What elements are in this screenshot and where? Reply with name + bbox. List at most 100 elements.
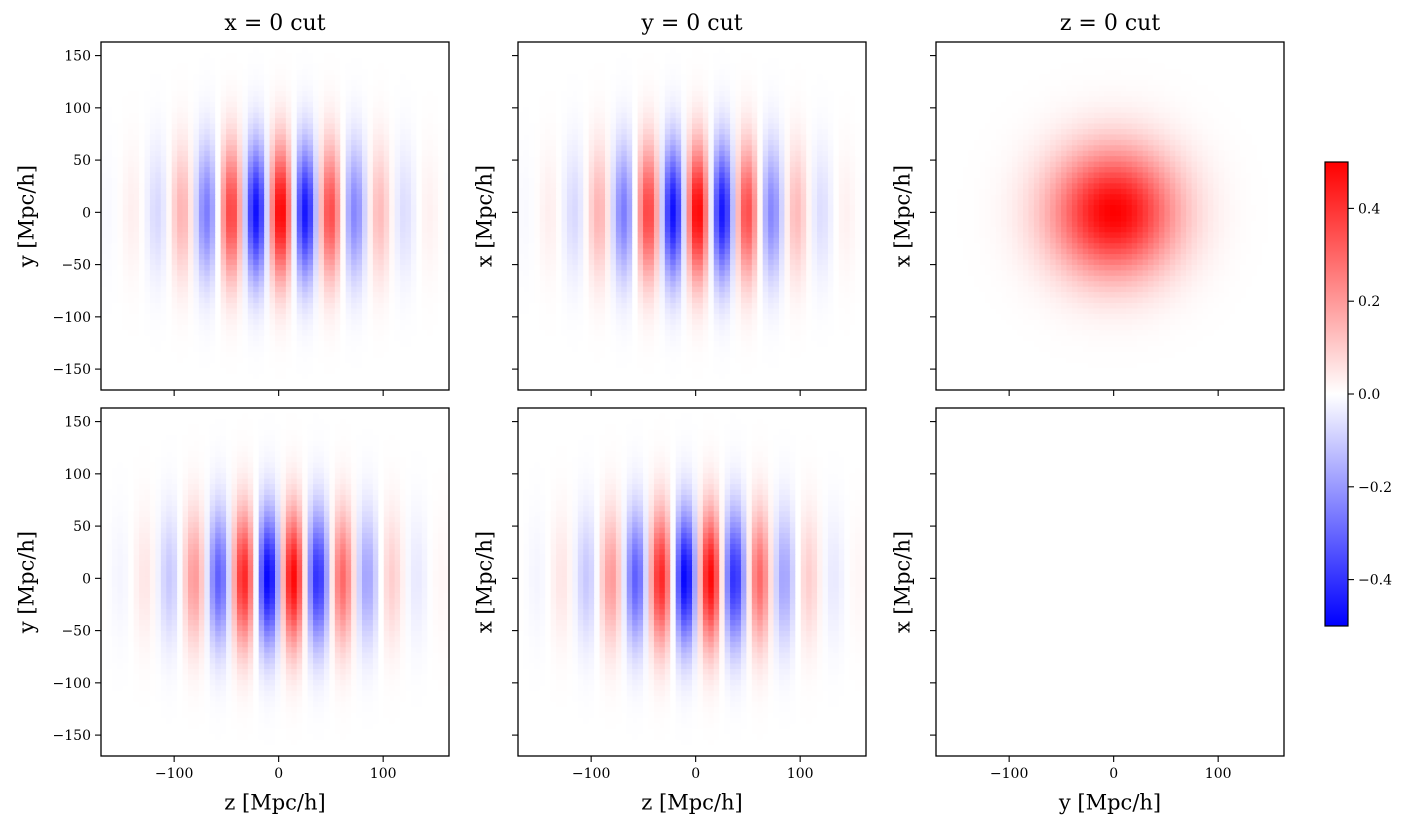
heatmap-cell	[188, 145, 194, 151]
heatmap-cell	[400, 75, 406, 81]
heatmap-cell	[226, 96, 232, 102]
heatmap-cell	[291, 64, 297, 70]
heatmap-cell	[406, 80, 412, 86]
heatmap-cell	[346, 102, 352, 108]
heatmap-cell	[155, 178, 161, 184]
heatmap-cell	[411, 124, 417, 130]
heatmap-cell	[427, 47, 433, 53]
heatmap-cell	[248, 134, 254, 140]
heatmap-cell	[427, 42, 433, 48]
heatmap-cell	[155, 96, 161, 102]
heatmap-cell	[232, 42, 238, 48]
heatmap-cell	[242, 80, 248, 86]
heatmap-cell	[313, 80, 319, 86]
heatmap-cell	[373, 107, 379, 113]
heatmap-cell	[183, 156, 189, 162]
heatmap-cell	[106, 145, 112, 151]
heatmap-cell	[259, 118, 265, 124]
heatmap-cell	[351, 151, 357, 157]
heatmap-cell	[161, 64, 167, 70]
heatmap-cell	[297, 178, 303, 184]
heatmap-cell	[248, 80, 254, 86]
heatmap-cell	[134, 58, 140, 64]
heatmap-cell	[280, 134, 286, 140]
heatmap-cell	[286, 145, 292, 151]
heatmap-cell	[161, 151, 167, 157]
heatmap-cell	[367, 183, 373, 189]
heatmap-cell	[145, 162, 151, 168]
heatmap-cell	[139, 178, 145, 184]
heatmap-cell	[340, 183, 346, 189]
heatmap-cell	[275, 75, 281, 81]
heatmap-cell	[302, 151, 308, 157]
heatmap-cell	[373, 86, 379, 92]
heatmap-cell	[106, 113, 112, 119]
heatmap-cell	[302, 178, 308, 184]
heatmap-cell	[422, 69, 428, 75]
heatmap-cell	[275, 167, 281, 173]
heatmap-cell	[128, 189, 134, 195]
heatmap-cell	[384, 156, 390, 162]
heatmap-cell	[139, 140, 145, 146]
heatmap-cell	[373, 42, 379, 48]
heatmap-cell	[297, 53, 303, 59]
heatmap-cell	[177, 91, 183, 97]
heatmap-cell	[221, 151, 227, 157]
heatmap-cell	[134, 69, 140, 75]
heatmap-cell	[237, 42, 243, 48]
heatmap-cell	[183, 162, 189, 168]
heatmap-cell	[150, 75, 156, 81]
heatmap-cell	[199, 156, 205, 162]
heatmap-cell	[117, 156, 123, 162]
heatmap-cell	[367, 80, 373, 86]
heatmap-cell	[319, 162, 325, 168]
heatmap-cell	[395, 47, 401, 53]
heatmap-cell	[204, 129, 210, 135]
heatmap-cell	[199, 189, 205, 195]
heatmap-cell	[248, 156, 254, 162]
heatmap-cell	[351, 96, 357, 102]
heatmap-cell	[210, 189, 216, 195]
heatmap-cell	[232, 102, 238, 108]
heatmap-cell	[204, 156, 210, 162]
heatmap-cell	[308, 140, 314, 146]
heatmap-cell	[139, 113, 145, 119]
heatmap-cell	[204, 47, 210, 53]
heatmap-cell	[112, 75, 118, 81]
heatmap-cell	[150, 173, 156, 179]
heatmap-cell	[150, 183, 156, 189]
heatmap-cell	[123, 183, 129, 189]
heatmap-cell	[253, 91, 259, 97]
heatmap-cell	[291, 178, 297, 184]
heatmap-cell	[357, 118, 363, 124]
heatmap-cell	[433, 53, 439, 59]
heatmap-cell	[145, 80, 151, 86]
heatmap-cell	[433, 145, 439, 151]
heatmap-cell	[145, 75, 151, 81]
heatmap-cell	[128, 129, 134, 135]
heatmap-cell	[270, 140, 276, 146]
heatmap-cell	[237, 189, 243, 195]
heatmap-cell	[378, 178, 384, 184]
heatmap-cell	[384, 96, 390, 102]
heatmap-cell	[188, 124, 194, 130]
heatmap-cell	[395, 91, 401, 97]
heatmap-cell	[128, 124, 134, 130]
heatmap-cell	[253, 58, 259, 64]
heatmap-cell	[280, 107, 286, 113]
heatmap-cell	[395, 80, 401, 86]
heatmap-cell	[280, 64, 286, 70]
heatmap-cell	[324, 53, 330, 59]
heatmap-cell	[134, 47, 140, 53]
heatmap-cell	[226, 64, 232, 70]
heatmap-cell	[117, 113, 123, 119]
heatmap-cell	[123, 53, 129, 59]
heatmap-cell	[248, 145, 254, 151]
heatmap-cell	[145, 183, 151, 189]
heatmap-cell	[117, 118, 123, 124]
heatmap-cell	[313, 183, 319, 189]
heatmap-cell	[161, 167, 167, 173]
heatmap-cell	[270, 96, 276, 102]
heatmap-cell	[422, 145, 428, 151]
heatmap-cell	[302, 102, 308, 108]
